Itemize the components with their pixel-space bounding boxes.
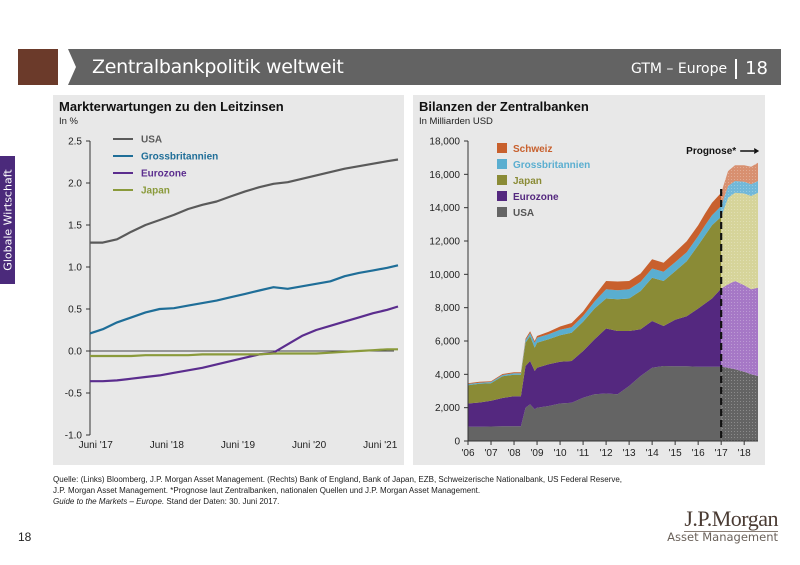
y-tick-label: -1.0 [65,431,83,442]
footnote: Quelle: (Links) Bloomberg, J.P. Morgan A… [53,474,622,507]
y-tick-label: -0.5 [65,389,83,400]
y-tick-label: 0.5 [68,305,82,316]
right-chart-subtitle: In Milliarden USD [419,116,493,127]
y-tick-label: 0.0 [68,347,82,358]
x-tick-label: '12 [600,448,613,459]
y-tick-label: 1.0 [68,263,82,274]
x-tick-label: '11 [577,448,590,459]
section-label: GTM – Europe [630,60,728,77]
side-tab: Globale Wirtschaft [0,156,15,284]
right-chart-panel: Bilanzen der Zentralbanken In Milliarden… [413,95,765,465]
x-tick-label: '17 [715,448,728,459]
area-japan [468,216,722,404]
legend-swatch [497,207,507,217]
page-number: 18 [18,530,32,544]
x-tick-label: '06 [461,448,474,459]
logo-subtitle: Asset Management [667,530,778,544]
x-tick-label: Juni '17 [79,440,114,451]
series-line-usa [90,158,399,244]
y-tick-label: 16,000 [429,170,460,181]
y-tick-label: 0 [454,437,460,448]
legend-label: USA [513,208,534,219]
footnote-line-3: Guide to the Markets – Europe. Stand der… [53,496,622,507]
x-tick-label: '14 [646,448,659,459]
legend-label: Grossbritannien [513,160,590,171]
left-chart-subtitle: In % [59,116,79,127]
y-tick-label: 2.0 [68,179,82,190]
area-eurozone [468,288,722,427]
area-forecast-texture [721,281,758,376]
logo-brand: J.P.Morgan [684,506,778,532]
area-forecast-texture [721,181,758,217]
forecast-arrow-head [754,148,760,154]
x-tick-label: Juni '19 [221,440,256,451]
x-tick-label: '08 [508,448,521,459]
x-tick-label: '18 [738,448,751,459]
footnote-date: Stand der Daten: 30. Juni 2017. [164,497,280,506]
page-title: Zentralbankpolitik weltweit [92,56,344,78]
x-tick-label: Juni '18 [150,440,185,451]
legend-swatch [497,159,507,169]
x-tick-label: Juni '20 [292,440,327,451]
y-tick-label: 12,000 [429,237,460,248]
y-tick-label: 8,000 [435,303,460,314]
x-tick-label: Juni '21 [363,440,398,451]
footnote-line-1: Quelle: (Links) Bloomberg, J.P. Morgan A… [53,475,623,484]
x-tick-label: '13 [623,448,636,459]
area-forecast-texture [721,192,758,290]
header-separator [735,58,738,79]
right-chart-title: Bilanzen der Zentralbanken [419,99,589,114]
series-line-eurozone [90,305,399,383]
area-forecast-texture [721,366,758,441]
legend-swatch [497,175,507,185]
legend-label: Schweiz [513,144,552,155]
y-tick-label: 4,000 [435,370,460,381]
left-chart-panel: Markterwartungen zu den Leitzinsen In % … [53,95,404,465]
side-tab-label: Globale Wirtschaft [1,169,14,271]
header-accent [18,49,58,85]
legend-swatch [497,191,507,201]
right-chart: 18,000 16,000 14,000 12,000 10,000 8,000 6,000… [429,137,760,459]
footnote-guide: Guide to the Markets – Europe. [53,497,165,506]
y-tick-label: 18,000 [429,137,460,148]
forecast-annotation: Prognose* [686,146,736,157]
legend-label: Eurozone [513,192,559,203]
x-tick-label: '16 [692,448,705,459]
header-right: GTM – Europe 18 [631,58,768,79]
x-tick-label: '07 [484,448,497,459]
x-tick-label: '15 [669,448,682,459]
legend-swatch [497,143,507,153]
legend-label: Japan [141,186,170,197]
legend-label: Japan [513,176,542,187]
left-chart-title: Markterwartungen zu den Leitzinsen [59,99,284,114]
series-line-japan [90,348,398,358]
y-tick-label: 2,000 [435,403,460,414]
area-usa [468,366,722,441]
y-tick-label: 2.5 [68,137,82,148]
y-tick-label: 10,000 [429,270,460,281]
header-bar [68,49,781,85]
area-forecast-texture [721,162,758,206]
y-tick-label: 6,000 [435,337,460,348]
y-tick-label: 1.5 [68,221,82,232]
header-page-number: 18 [745,58,768,79]
legend-label: Grossbritannien [141,152,218,163]
legend-label: USA [141,135,162,146]
footnote-line-2: J.P. Morgan Asset Management. *Prognose … [53,486,481,495]
series-line-grossbritannien [89,264,399,335]
x-tick-label: '09 [531,448,544,459]
y-tick-label: 14,000 [429,203,460,214]
legend-label: Eurozone [141,169,187,180]
x-tick-label: '10 [554,448,567,459]
